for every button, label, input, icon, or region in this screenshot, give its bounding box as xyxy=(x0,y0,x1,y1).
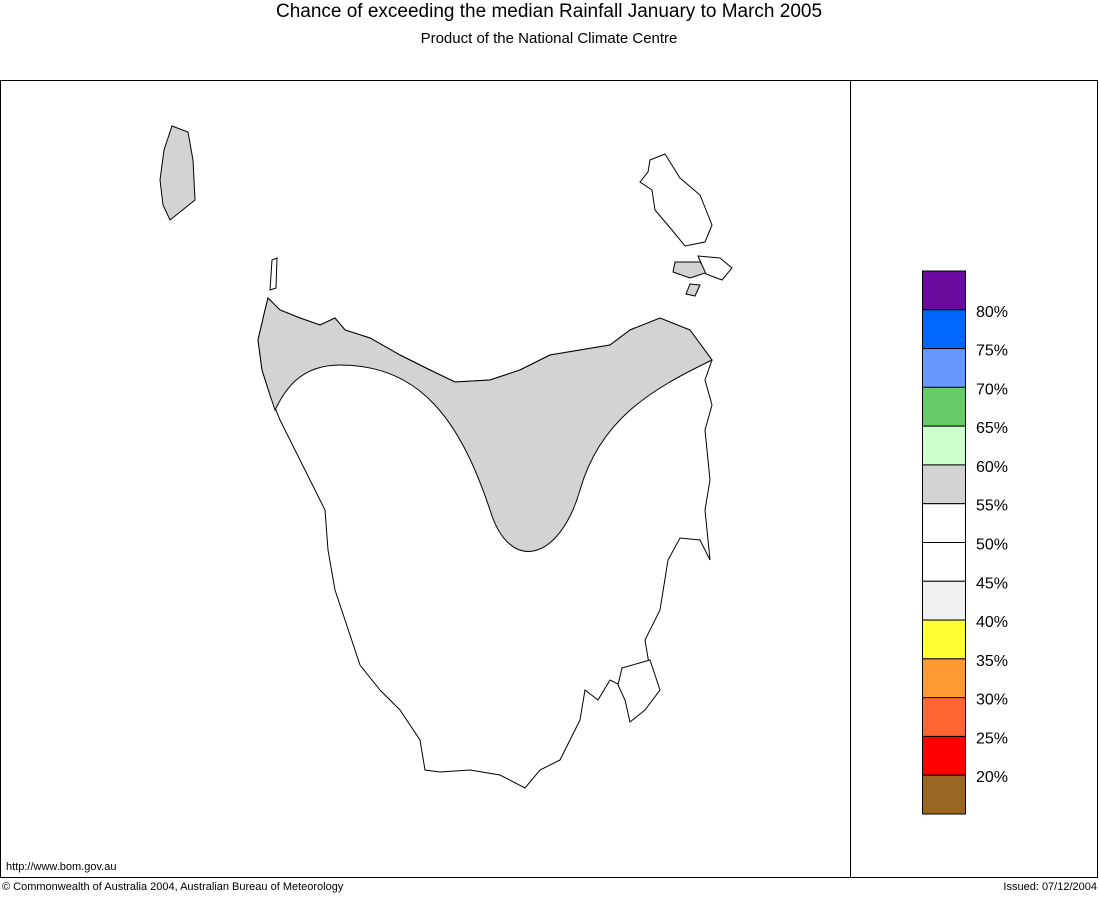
legend-swatch xyxy=(922,270,966,311)
bruny-island xyxy=(617,659,661,723)
legend-swatch xyxy=(922,580,966,621)
legend-swatch xyxy=(922,697,966,737)
issued-date: Issued: 07/12/2004 xyxy=(1003,881,1097,893)
king-island xyxy=(159,125,196,221)
legend-swatch xyxy=(922,619,966,660)
legend-label: 70% xyxy=(976,381,1008,398)
legend: 80% 75% 70% 65% 60% 55% 50% 45% 40% 35% 30% 25% 20% xyxy=(922,270,1008,815)
legend-label: 60% xyxy=(976,459,1008,476)
legend-swatch xyxy=(922,464,966,505)
legend-swatch xyxy=(922,503,966,544)
source-url: http://www.bom.gov.au xyxy=(6,861,116,873)
legend-label: 55% xyxy=(976,498,1008,515)
small-island xyxy=(269,257,278,291)
legend-swatch xyxy=(922,658,966,699)
legend-label: 20% xyxy=(976,769,1008,786)
legend-swatch xyxy=(922,735,966,776)
copyright: © Commonwealth of Australia 2004, Austra… xyxy=(2,881,344,893)
map xyxy=(159,125,733,789)
legend-label: 40% xyxy=(976,614,1008,631)
subtitle: Product of the National Climate Centre xyxy=(421,30,678,47)
legend-label: 75% xyxy=(976,343,1008,360)
small-island xyxy=(697,255,733,281)
legend-swatch xyxy=(922,386,966,427)
flinders-island xyxy=(639,153,713,247)
legend-label: 30% xyxy=(976,692,1008,709)
legend-label: 80% xyxy=(976,304,1008,321)
legend-label: 65% xyxy=(976,420,1008,437)
small-island xyxy=(685,283,701,297)
legend-swatch xyxy=(922,425,966,466)
legend-label: 25% xyxy=(976,730,1008,747)
legend-label: 45% xyxy=(976,575,1008,592)
legend-swatch xyxy=(922,542,966,582)
legend-frame xyxy=(850,80,1098,878)
legend-swatch xyxy=(922,348,966,388)
legend-label: 50% xyxy=(976,537,1008,554)
cape-barren-island xyxy=(672,261,709,279)
legend-label: 35% xyxy=(976,653,1008,670)
legend-swatch xyxy=(922,309,966,350)
shaded-region xyxy=(257,297,713,552)
legend-swatch xyxy=(922,774,966,815)
title: Chance of exceeding the median Rainfall … xyxy=(276,1,822,22)
